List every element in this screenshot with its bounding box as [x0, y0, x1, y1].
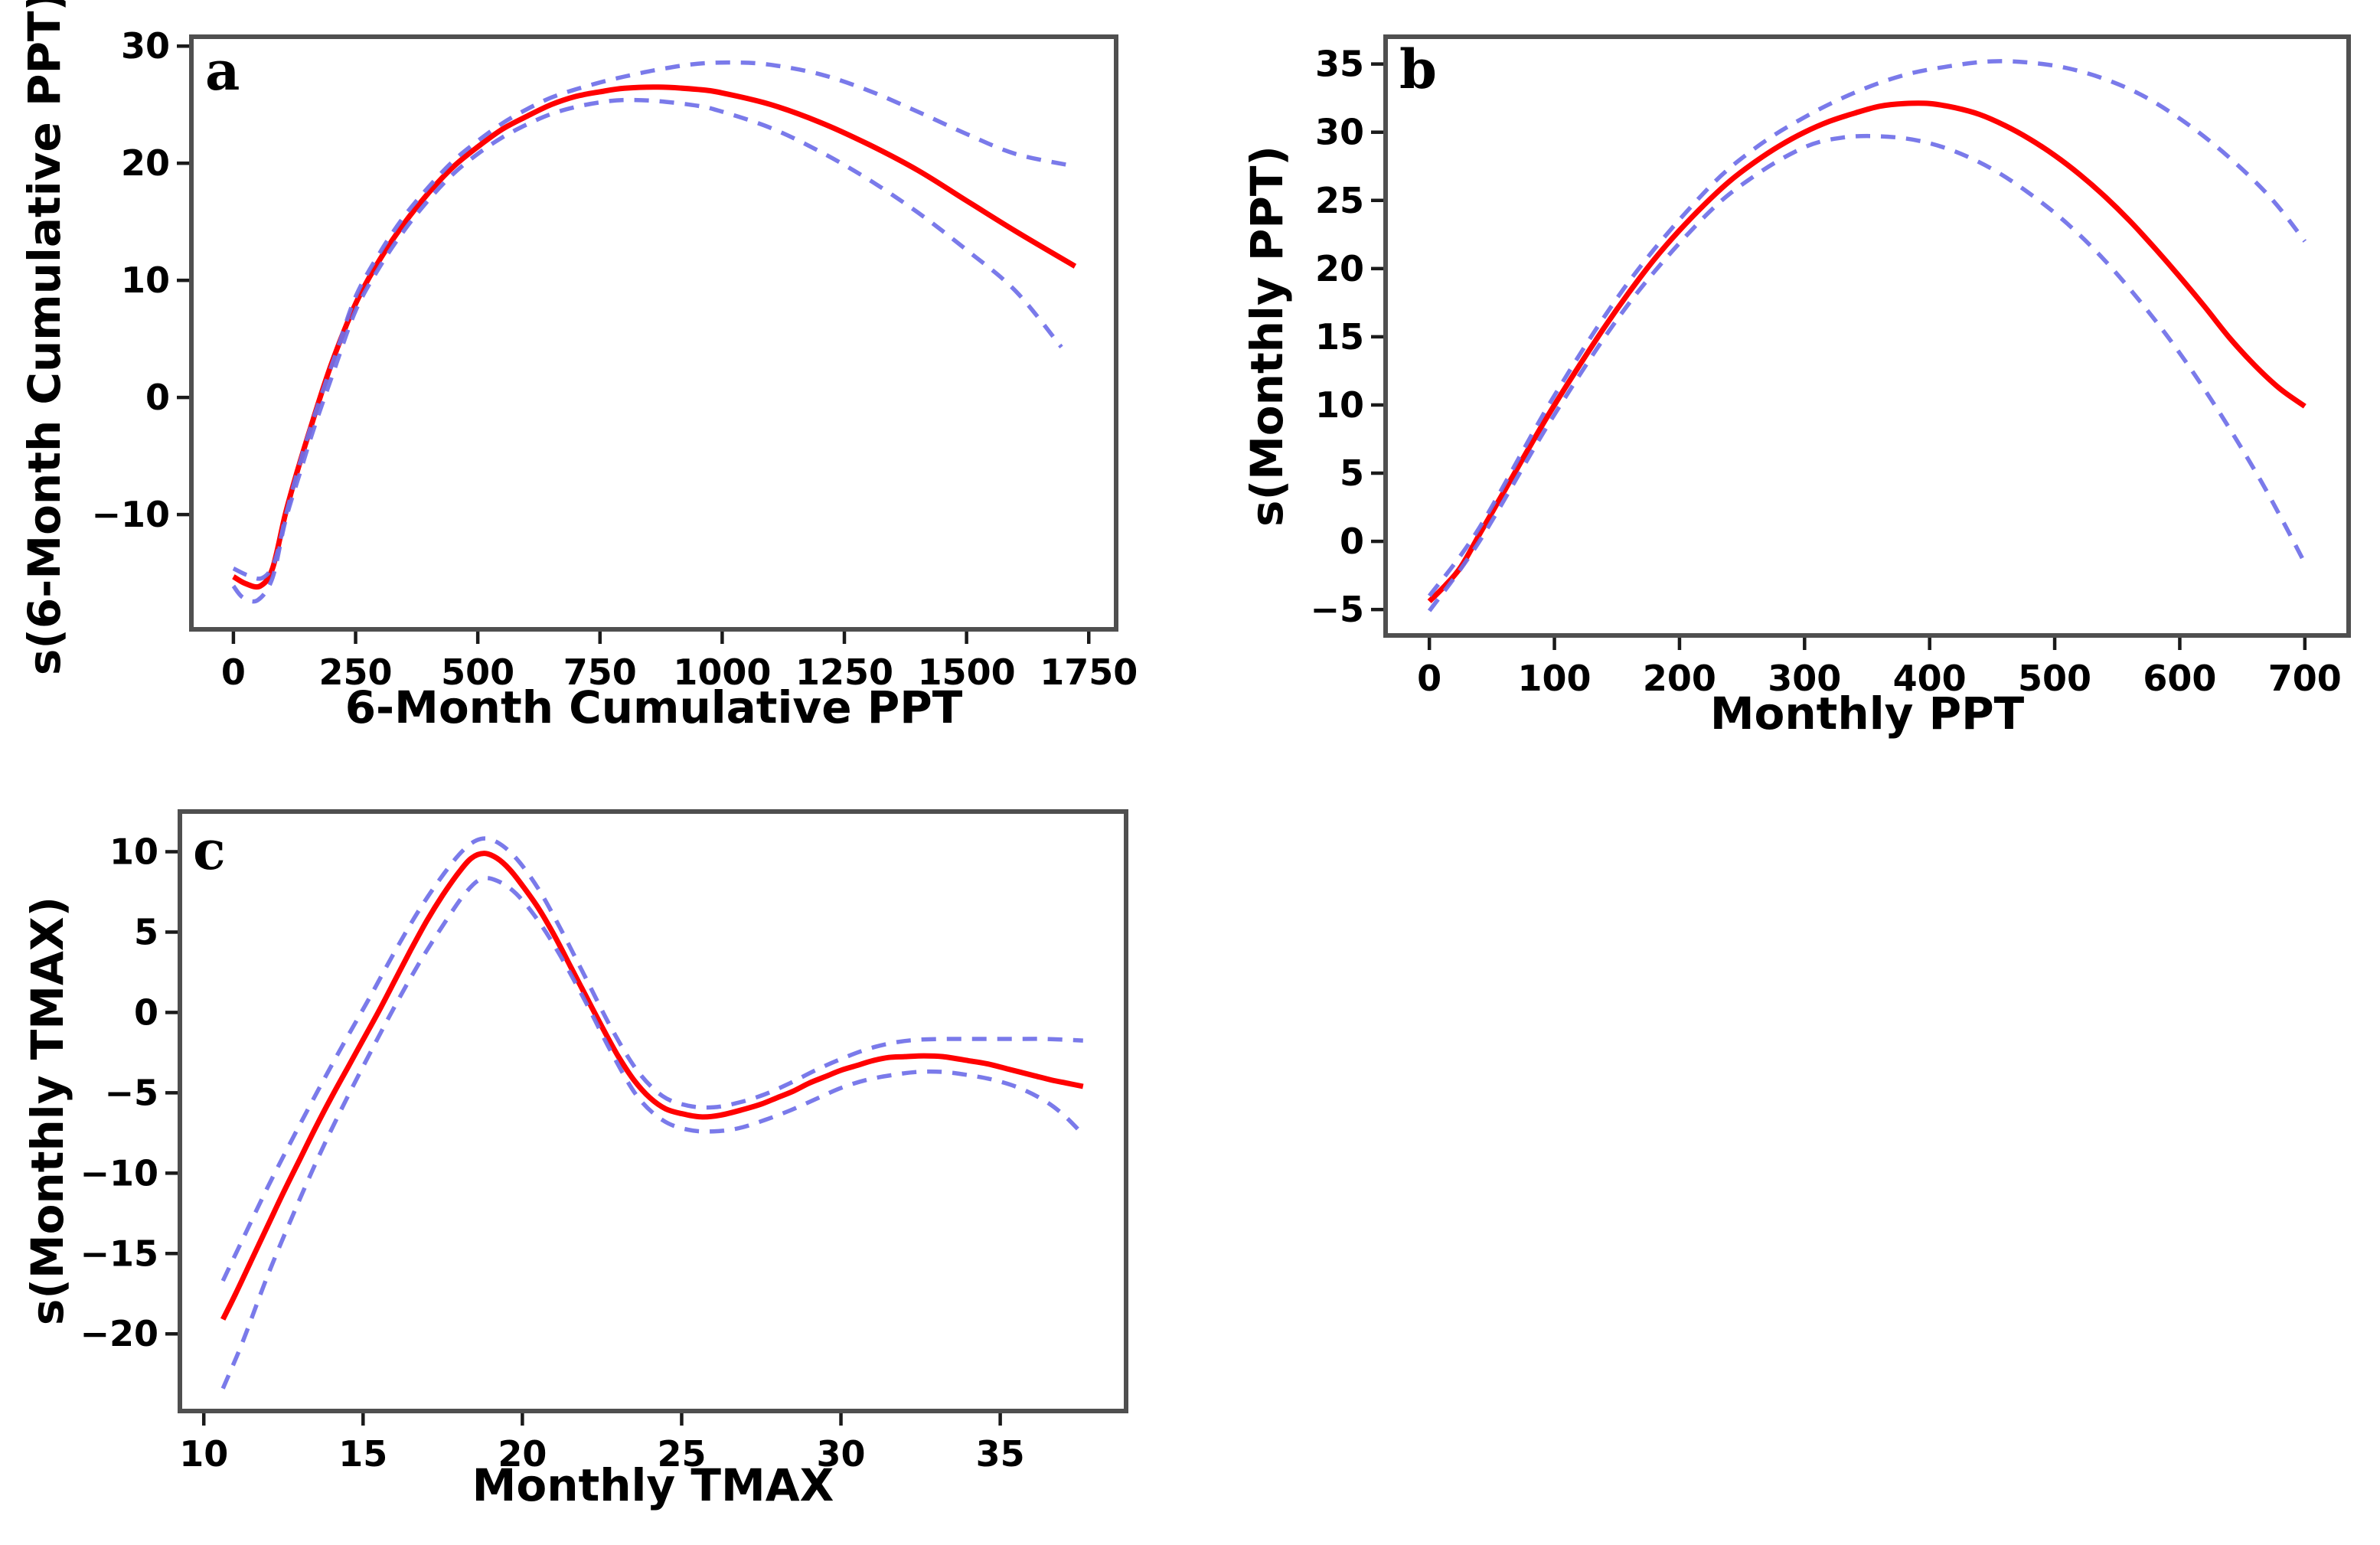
- y-tick-label: 10: [1315, 384, 1364, 426]
- y-tick-label: 0: [134, 991, 158, 1033]
- lower-95ci-curve: [220, 876, 1085, 1390]
- x-tick-label: 700: [2268, 658, 2342, 699]
- panel-b-x-axis-label: Monthly PPT: [1709, 688, 2025, 740]
- x-tick-label: 300: [1768, 658, 1841, 699]
- y-tick-label: 5: [134, 911, 158, 952]
- x-tick-label: 250: [319, 652, 393, 693]
- x-tick-label: 15: [338, 1433, 387, 1475]
- y-tick-label: 35: [1315, 44, 1364, 85]
- y-tick-label: −5: [104, 1072, 158, 1113]
- y-tick-label: 10: [109, 831, 158, 872]
- panel-c-y-axis-label: s(Monthly TMAX): [21, 896, 73, 1326]
- x-tick-label: 750: [563, 652, 637, 693]
- y-tick-label: −10: [91, 494, 170, 535]
- panel-b-letter: b: [1399, 38, 1437, 101]
- x-tick-label: 10: [179, 1433, 228, 1475]
- lower-95ci-curve: [1427, 133, 2307, 612]
- y-tick-label: −15: [80, 1233, 158, 1274]
- y-tick-label: 20: [121, 142, 170, 184]
- x-tick-label: 35: [976, 1433, 1025, 1475]
- y-tick-label: 30: [1315, 112, 1364, 153]
- x-tick-label: 500: [2018, 658, 2091, 699]
- panel-a-x-axis-label: 6-Month Cumulative PPT: [344, 681, 963, 733]
- y-tick-label: 20: [1315, 248, 1364, 289]
- panel-a-y-axis-label: s(6-Month Cumulative PPT): [18, 0, 70, 676]
- upper-95ci-curve: [232, 60, 1072, 581]
- x-tick-label: 25: [657, 1433, 706, 1475]
- y-tick-label: 10: [121, 260, 170, 301]
- fitted-smooth-curve: [1427, 100, 2307, 603]
- x-tick-label: 500: [441, 652, 514, 693]
- x-tick-label: 1250: [795, 652, 893, 693]
- y-tick-label: 25: [1315, 180, 1364, 221]
- x-tick-label: 20: [498, 1433, 547, 1475]
- y-tick-label: 15: [1315, 316, 1364, 358]
- x-tick-label: 400: [1893, 658, 1967, 699]
- x-tick-label: 0: [1417, 658, 1441, 699]
- axes-box: [1383, 34, 2351, 638]
- fitted-smooth-curve: [220, 851, 1084, 1321]
- y-tick-label: 30: [121, 25, 170, 67]
- x-tick-label: 0: [221, 652, 246, 693]
- panel-a-letter: a: [205, 39, 240, 103]
- lower-95ci-curve: [231, 97, 1063, 604]
- x-tick-label: 200: [1643, 658, 1716, 699]
- x-tick-label: 1500: [918, 652, 1016, 693]
- upper-95ci-curve: [220, 836, 1083, 1282]
- y-tick-label: −20: [80, 1313, 158, 1354]
- axes-box: [189, 34, 1118, 632]
- x-tick-label: 1000: [673, 652, 771, 693]
- x-tick-label: 1750: [1040, 652, 1138, 693]
- y-tick-label: −5: [1310, 589, 1364, 630]
- x-tick-label: 600: [2143, 658, 2216, 699]
- upper-95ci-curve: [1427, 59, 2307, 597]
- axes-box: [178, 809, 1128, 1413]
- panel-c-letter: c: [193, 818, 226, 882]
- y-tick-label: 0: [1340, 521, 1364, 562]
- y-tick-label: 0: [145, 377, 170, 418]
- panel-c-x-axis-label: Monthly TMAX: [472, 1459, 834, 1511]
- x-tick-label: 30: [817, 1433, 866, 1475]
- y-tick-label: 5: [1340, 452, 1364, 494]
- y-tick-label: −10: [80, 1152, 158, 1194]
- fitted-smooth-curve: [232, 84, 1077, 590]
- x-tick-label: 100: [1518, 658, 1592, 699]
- panel-b-y-axis-label: s(Monthly PPT): [1241, 145, 1293, 527]
